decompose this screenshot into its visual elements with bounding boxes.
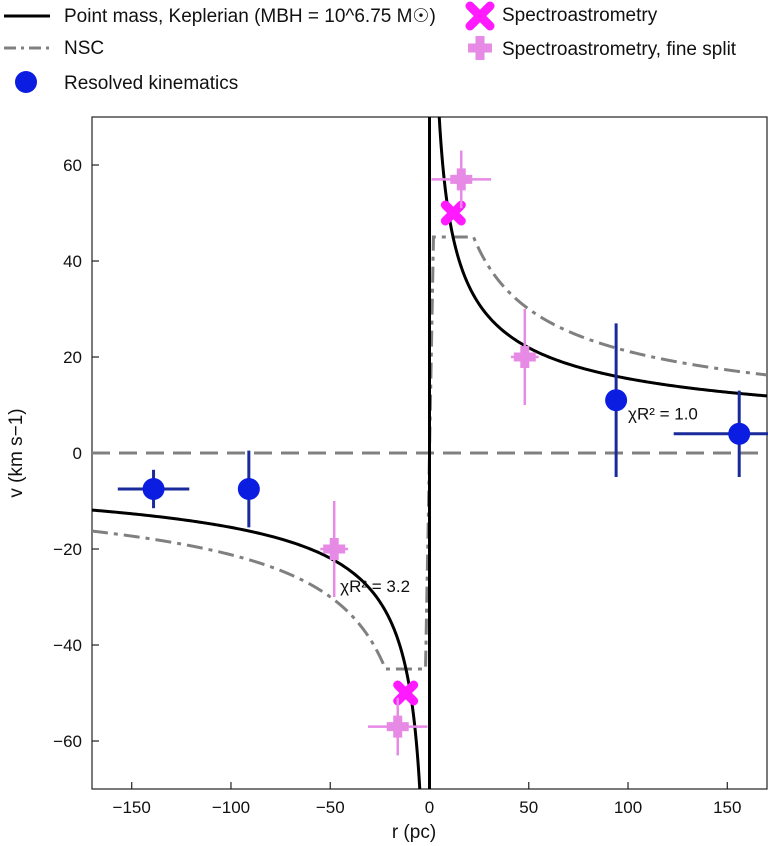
y-tick-label: 40 bbox=[63, 252, 82, 271]
keplerian-curve-positive bbox=[437, 117, 767, 398]
keplerian-curve-negative bbox=[92, 508, 422, 789]
x-tick-label: 150 bbox=[713, 798, 741, 817]
legend-entry-keplerian: Point mass, Keplerian (MBH = 10^6.75 M☉) bbox=[4, 6, 436, 27]
legend-entry-spectroastrometry: Spectroastrometry bbox=[465, 1, 658, 31]
y-tick-label: −60 bbox=[53, 732, 82, 751]
legend-swatch-fine-split bbox=[468, 36, 492, 60]
resolved-kinematics-point bbox=[605, 389, 628, 412]
legend-label-fine-split: Spectroastrometry, fine split bbox=[502, 39, 737, 60]
y-tick-label: 20 bbox=[63, 348, 82, 367]
y-axis-title: v (km s−1) bbox=[6, 408, 27, 497]
spectroastrometry-point bbox=[393, 680, 419, 706]
resolved-kinematics-point bbox=[728, 422, 751, 445]
x-axis-title: r (pc) bbox=[392, 822, 436, 843]
spectroastrometry-point bbox=[440, 200, 466, 226]
spectroastrometry-fine-split-point bbox=[450, 168, 473, 191]
nsc-model-curve bbox=[92, 235, 767, 671]
legend-label-spectroastrometry: Spectroastrometry bbox=[502, 5, 658, 26]
spectroastrometry-fine-split-point bbox=[513, 346, 536, 368]
plot-area bbox=[92, 117, 767, 789]
annotation-chi2-negative: χR² = 3.2 bbox=[340, 577, 410, 596]
legend-swatch-resolved bbox=[15, 71, 37, 93]
axis-ticks: −150 −100 −50 0 50 100 150 −60 −40 −20 0 20 40 60 bbox=[53, 156, 741, 817]
legend-swatch-spectroastrometry bbox=[465, 1, 495, 31]
resolved-kinematics-point bbox=[237, 478, 260, 500]
annotation-chi2-positive: χR² = 1.0 bbox=[628, 404, 698, 423]
legend-entry-nsc: NSC bbox=[4, 38, 104, 59]
legend-label-resolved: Resolved kinematics bbox=[64, 73, 238, 94]
x-tick-label: 50 bbox=[519, 798, 538, 817]
y-tick-label: 60 bbox=[63, 156, 82, 175]
x-tick-label: 0 bbox=[425, 798, 434, 817]
legend-label-nsc: NSC bbox=[64, 38, 104, 59]
x-tick-label: 100 bbox=[614, 798, 642, 817]
data-points bbox=[117, 150, 768, 756]
legend-entry-fine-split: Spectroastrometry, fine split bbox=[468, 36, 737, 60]
spectroastrometry-fine-split-point bbox=[386, 715, 409, 738]
legend-label-keplerian: Point mass, Keplerian (MBH = 10^6.75 M☉) bbox=[64, 6, 436, 27]
y-tick-label: −40 bbox=[53, 636, 82, 655]
resolved-kinematics-point bbox=[142, 478, 165, 500]
y-tick-label: −20 bbox=[53, 540, 82, 559]
spectroastrometry-fine-split-point bbox=[323, 538, 346, 560]
legend: Point mass, Keplerian (MBH = 10^6.75 M☉)… bbox=[4, 1, 737, 94]
x-tick-label: −50 bbox=[316, 798, 345, 817]
y-tick-label: 0 bbox=[73, 444, 82, 463]
legend-entry-resolved: Resolved kinematics bbox=[15, 71, 238, 94]
x-tick-label: −150 bbox=[113, 798, 151, 817]
x-tick-label: −100 bbox=[212, 798, 250, 817]
